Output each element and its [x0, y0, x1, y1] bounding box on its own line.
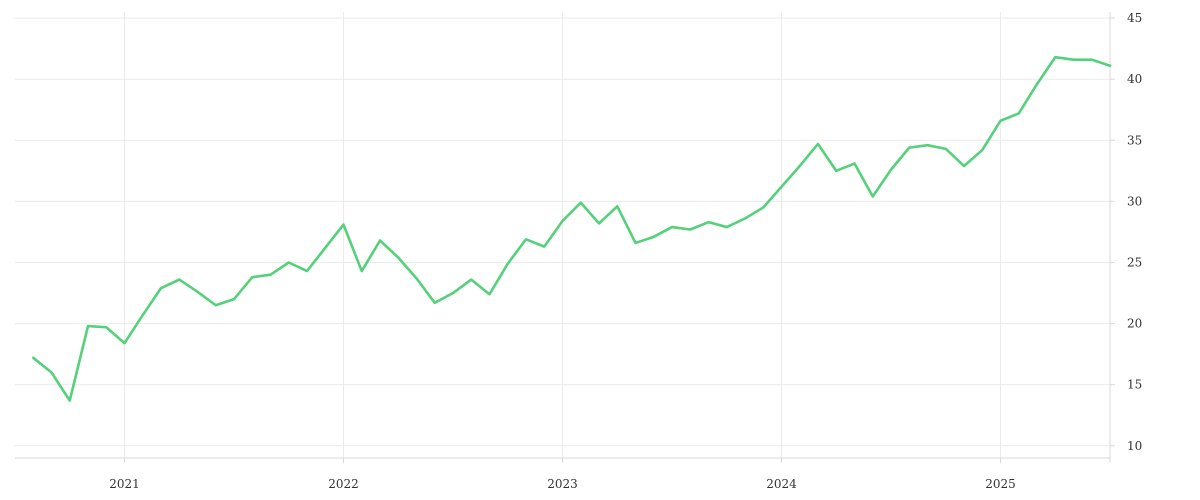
data-point: [725, 226, 728, 228]
data-point: [944, 148, 947, 150]
data-point: [707, 221, 710, 223]
data-point: [506, 262, 509, 265]
y-tick-label: 25: [1127, 255, 1142, 269]
y-tick-label: 30: [1127, 194, 1142, 208]
y-tick-label: 35: [1127, 133, 1142, 147]
data-point: [415, 277, 418, 280]
y-tick-label: 40: [1127, 72, 1142, 86]
data-point: [744, 217, 746, 220]
data-point: [269, 273, 272, 276]
y-tick-label: 10: [1127, 439, 1142, 453]
data-point: [762, 206, 765, 209]
data-point: [835, 170, 838, 172]
data-point: [999, 119, 1002, 122]
data-point: [652, 236, 655, 238]
y-tick-label: 45: [1127, 11, 1142, 25]
series-line: [31, 55, 1112, 402]
x-tick-label: 2021: [109, 477, 140, 491]
x-tick-label: 2022: [328, 477, 359, 491]
data-point: [160, 287, 162, 289]
data-point: [671, 226, 673, 228]
x-tick-label: 2025: [985, 477, 1016, 491]
data-point: [853, 162, 856, 165]
data-point: [598, 222, 600, 225]
data-point: [233, 298, 235, 300]
data-point: [616, 205, 619, 208]
data-point: [50, 371, 53, 374]
data-point: [1090, 58, 1093, 61]
data-point: [287, 261, 290, 264]
data-point: [908, 146, 911, 149]
data-point: [798, 165, 801, 167]
data-point: [397, 256, 400, 259]
data-point: [251, 276, 254, 278]
data-point: [780, 185, 783, 188]
x-tick-label: 2023: [547, 477, 578, 491]
data-point: [543, 245, 546, 248]
data-point: [196, 291, 199, 293]
data-point: [871, 195, 874, 198]
data-point: [1036, 83, 1038, 85]
data-point: [452, 292, 454, 294]
series-layer: [31, 55, 1112, 402]
data-point: [488, 293, 491, 296]
data-point: [470, 278, 473, 281]
data-point: [379, 239, 381, 242]
data-point: [105, 326, 108, 329]
data-point: [561, 220, 564, 222]
x-tick-label: 2024: [766, 477, 797, 491]
data-point: [214, 304, 217, 307]
data-point: [32, 357, 35, 359]
data-point: [1072, 58, 1075, 61]
data-point: [689, 228, 692, 231]
data-point: [87, 325, 89, 327]
data-point: [579, 201, 582, 204]
data-point: [525, 238, 527, 241]
grid: [15, 12, 1110, 458]
data-point: [123, 342, 126, 344]
data-point: [634, 242, 637, 244]
data-point: [817, 143, 819, 145]
data-point: [324, 247, 327, 249]
axes: [15, 12, 1115, 463]
data-point: [360, 270, 363, 272]
data-point: [306, 270, 308, 272]
data-point: [1054, 56, 1057, 59]
data-point: [963, 165, 965, 167]
data-point: [1017, 112, 1020, 115]
data-point: [926, 144, 929, 146]
y-tick-label: 20: [1127, 317, 1142, 331]
data-point: [1109, 64, 1111, 67]
data-point: [141, 314, 144, 316]
data-point: [890, 168, 892, 171]
data-point: [178, 278, 181, 281]
data-point: [433, 302, 436, 304]
data-point: [981, 149, 984, 151]
data-point: [342, 223, 345, 226]
y-tick-label: 15: [1127, 378, 1142, 392]
data-point: [68, 399, 71, 402]
